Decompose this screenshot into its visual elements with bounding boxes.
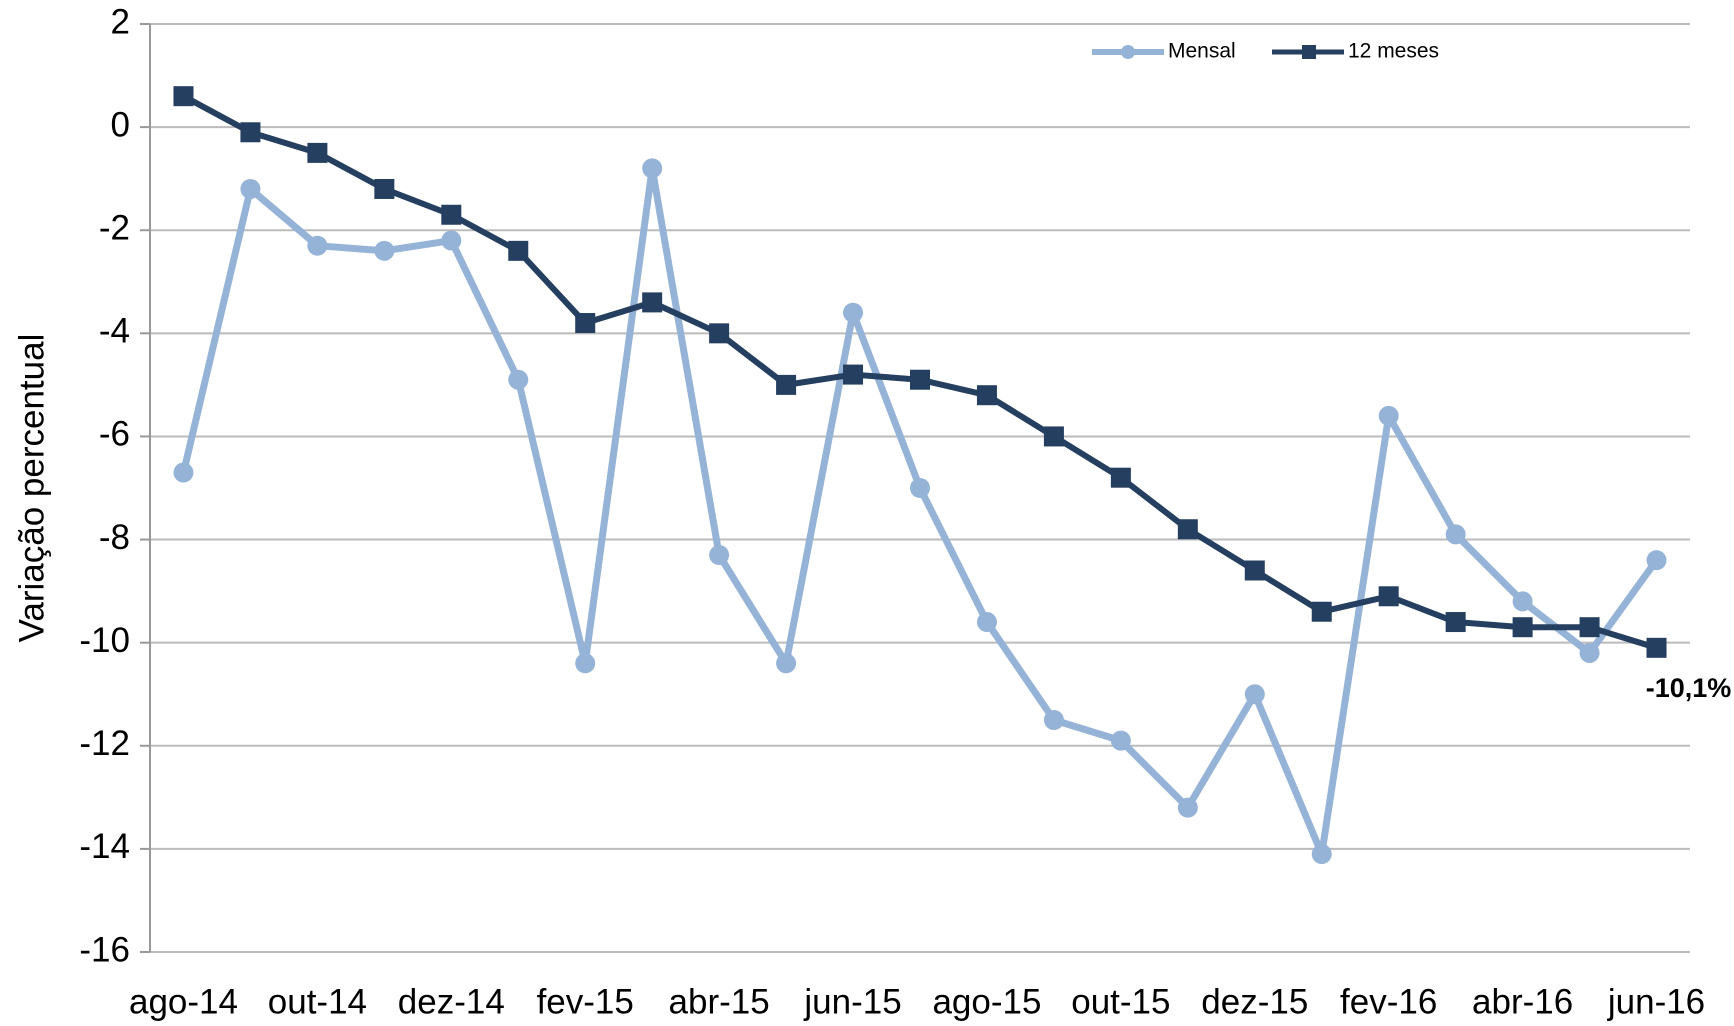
- marker: [1512, 591, 1533, 612]
- marker: [843, 302, 864, 323]
- marker: [709, 545, 730, 566]
- marker: [776, 374, 797, 395]
- marker: [441, 230, 462, 251]
- marker: [910, 369, 930, 390]
- x-tick-label: jun-15: [803, 982, 901, 1021]
- marker: [1311, 601, 1332, 622]
- x-tick-label: abr-16: [1472, 982, 1573, 1021]
- marker: [1445, 612, 1466, 633]
- y-tick-label: -16: [79, 930, 130, 969]
- marker: [374, 240, 395, 261]
- marker: [1110, 730, 1131, 751]
- x-tick-label: jun-16: [1607, 982, 1705, 1021]
- marker: [1244, 560, 1265, 581]
- marker: [776, 653, 797, 674]
- marker: [1378, 586, 1399, 607]
- series-line: [180, 164, 1660, 858]
- marker: [374, 178, 395, 199]
- marker: [508, 369, 529, 390]
- marker: [1579, 617, 1600, 638]
- marker: [575, 313, 596, 334]
- y-tick-label: -8: [99, 518, 130, 557]
- x-tick-label: abr-15: [669, 982, 770, 1021]
- x-tick-label: ago-15: [932, 982, 1041, 1021]
- y-tick-label: 2: [111, 2, 130, 41]
- marker: [575, 653, 596, 674]
- data-label: -10,1%: [1646, 673, 1732, 703]
- marker: [1311, 844, 1332, 865]
- x-tick-label: ago-14: [129, 982, 238, 1021]
- marker: [1043, 710, 1064, 730]
- x-tick-label: out-15: [1071, 982, 1170, 1021]
- marker: [307, 235, 328, 256]
- y-axis-title: Variação percentual: [12, 334, 51, 643]
- marker: [1110, 467, 1131, 488]
- marker: [1579, 642, 1600, 663]
- marker: [1177, 797, 1198, 818]
- marker: [976, 385, 997, 406]
- y-tick-label: -2: [99, 208, 130, 247]
- marker: [1646, 550, 1667, 571]
- y-tick-label: -14: [79, 827, 130, 866]
- marker: [976, 612, 997, 633]
- marker: [240, 178, 261, 199]
- marker: [642, 158, 663, 179]
- marker: [1512, 617, 1533, 638]
- marker: [441, 204, 462, 225]
- marker: [508, 240, 529, 261]
- x-tick-label: fev-16: [1340, 982, 1437, 1021]
- marker: [1445, 524, 1466, 545]
- marker: [1244, 684, 1265, 705]
- marker: [173, 462, 194, 483]
- marker: [1043, 426, 1064, 447]
- marker: [240, 122, 261, 143]
- legend-marker: [1121, 45, 1135, 59]
- y-tick-label: -12: [79, 724, 130, 763]
- marker: [910, 478, 930, 498]
- x-tick-label: dez-14: [398, 982, 505, 1021]
- legend-label: 12 meses: [1348, 40, 1439, 63]
- x-tick-label: fev-15: [537, 982, 634, 1021]
- marker: [843, 364, 864, 385]
- marker: [1378, 405, 1399, 426]
- marker: [1646, 637, 1667, 658]
- legend-label: Mensal: [1168, 40, 1236, 63]
- marker: [642, 292, 663, 313]
- marker: [173, 86, 194, 107]
- marker: [307, 142, 328, 163]
- y-tick-label: -10: [79, 621, 130, 660]
- marker: [709, 323, 730, 344]
- marker: [1177, 519, 1198, 540]
- y-tick-label: -4: [99, 312, 130, 351]
- x-tick-label: dez-15: [1201, 982, 1308, 1021]
- y-tick-label: -6: [99, 415, 130, 454]
- x-tick-label: out-14: [268, 982, 367, 1021]
- y-tick-label: 0: [111, 105, 130, 144]
- legend-marker: [1302, 45, 1316, 59]
